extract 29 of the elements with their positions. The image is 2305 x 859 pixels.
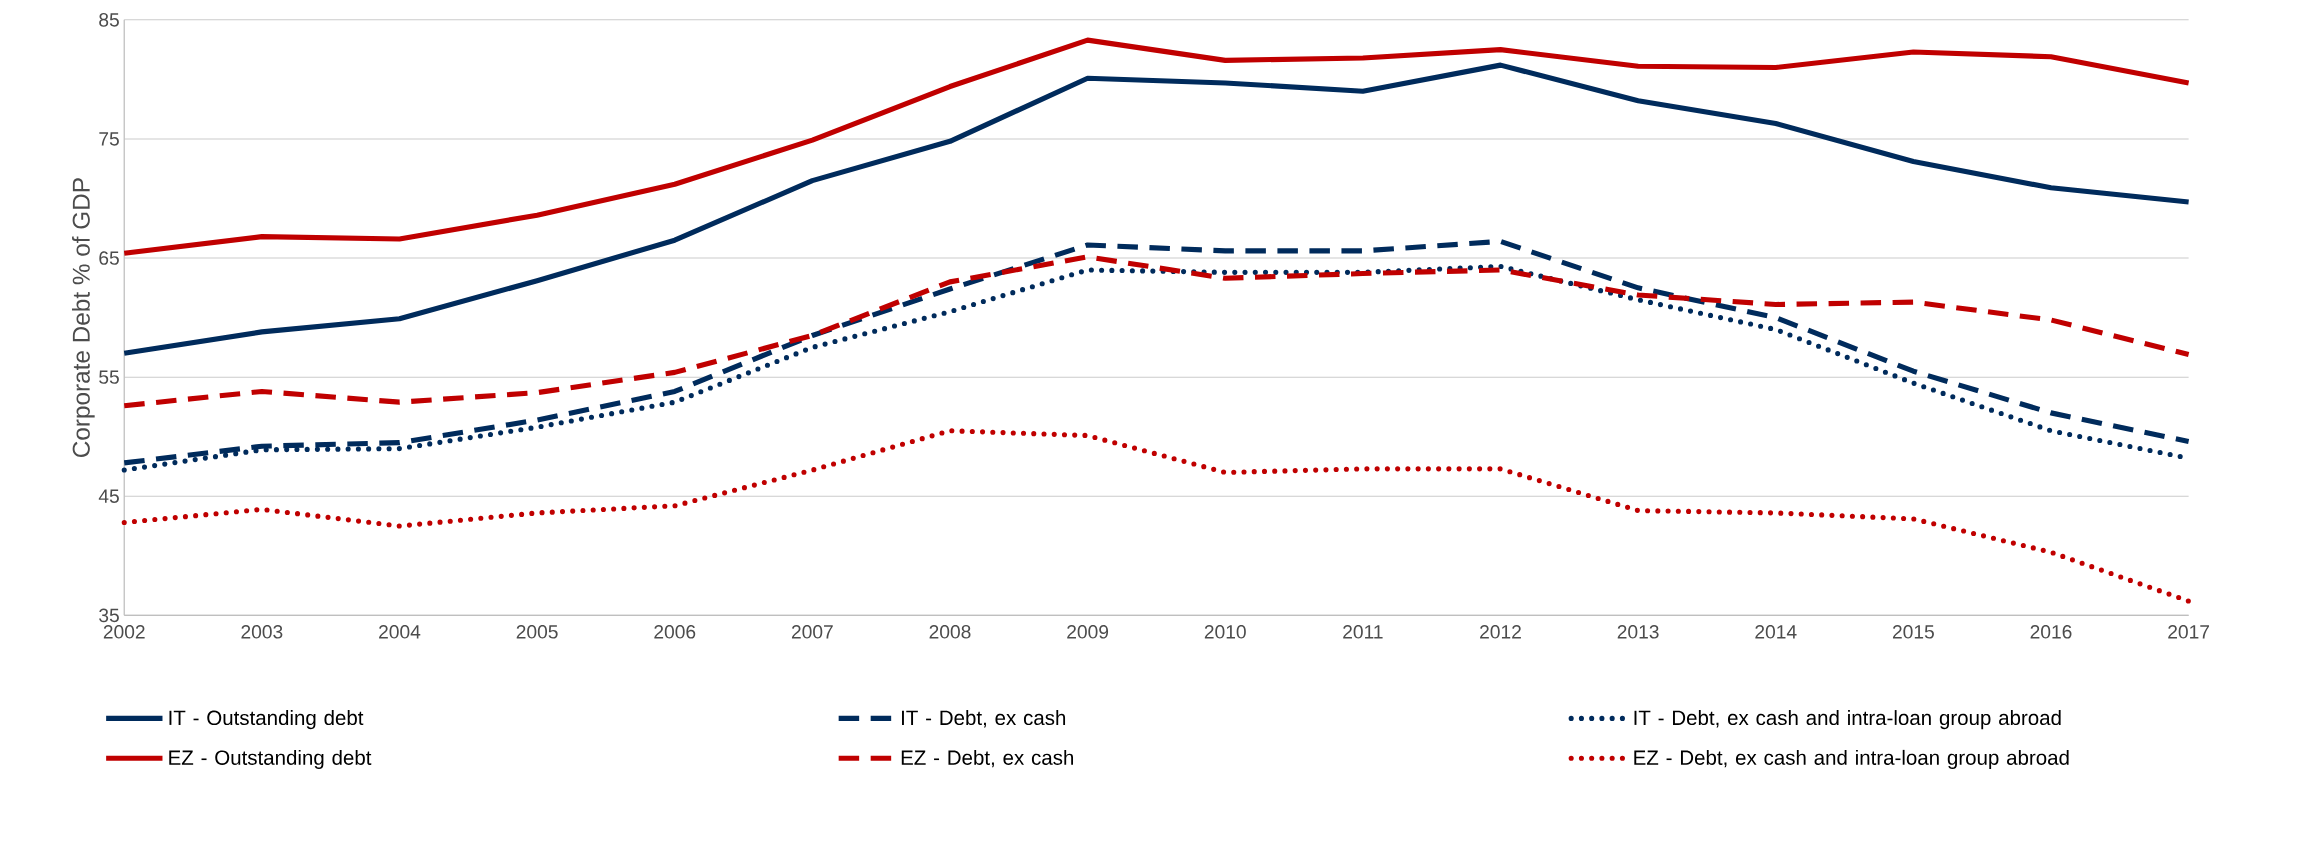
x-tick-label: 2013: [1617, 625, 1659, 639]
legend-label: EZ - Outstanding debt: [169, 750, 372, 770]
x-tick-label: 2015: [1892, 625, 1934, 639]
y-tick-label: 65: [99, 251, 119, 265]
x-tick-label: 2006: [654, 625, 696, 639]
y-tick-label: 85: [99, 13, 119, 27]
legend-label: IT - Debt, ex cash: [902, 710, 1066, 728]
legend-label: IT - Outstanding debt: [169, 710, 364, 730]
x-tick-label: 2010: [1204, 625, 1246, 639]
x-tick-label: 2014: [1755, 625, 1797, 639]
y-tick-label: 75: [99, 132, 119, 146]
x-tick-label: 2004: [379, 625, 421, 639]
legend-label: IT - Debt, ex cash and intra-loan group abroad: [1634, 710, 2061, 730]
x-tick-label: 2012: [1480, 625, 1521, 639]
x-tick-label: 2002: [103, 625, 145, 639]
x-tick-label: 2009: [1067, 625, 1109, 639]
y-tick-label: 55: [99, 370, 119, 384]
x-tick-label: 2003: [241, 625, 283, 639]
y-axis-title: Corporate Debt % of GDP: [71, 178, 95, 458]
y-tick-label: 35: [99, 608, 119, 623]
x-tick-label: 2005: [516, 625, 558, 639]
y-tick-label: 45: [98, 489, 119, 504]
x-tick-label: 2017: [2168, 625, 2210, 639]
x-tick-label: 2011: [1343, 625, 1383, 639]
legend-label: EZ - Debt, ex cash and intra-loan group abroad: [1634, 750, 2069, 770]
x-tick-label: 2008: [929, 625, 971, 639]
legend-label: EZ - Debt, ex cash: [901, 750, 1073, 768]
x-tick-label: 2007: [791, 625, 833, 639]
x-tick-label: 2016: [2030, 625, 2072, 639]
